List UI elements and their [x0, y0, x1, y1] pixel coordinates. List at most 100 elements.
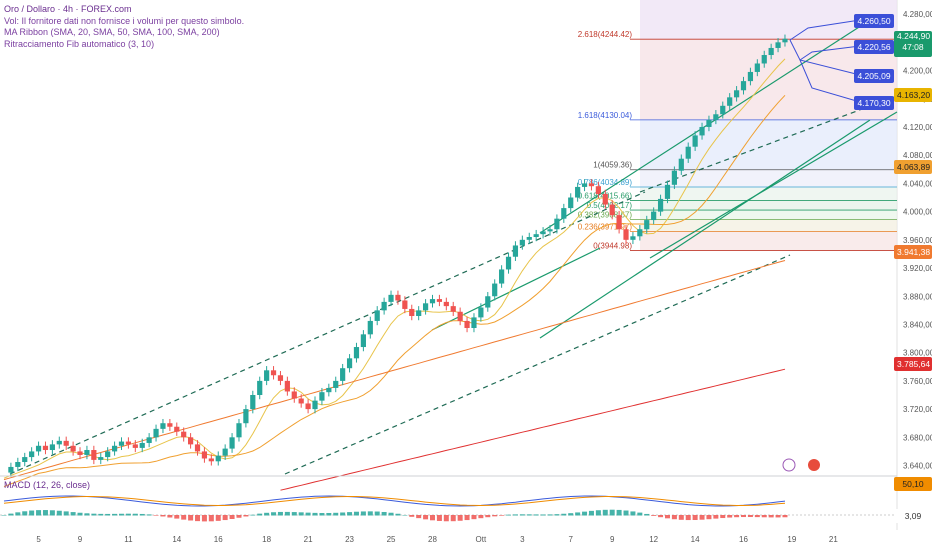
- macd-hist-bar: [671, 515, 677, 520]
- candle-body: [174, 426, 180, 432]
- candle-body: [63, 440, 69, 446]
- y-tick-label: 3.880,00: [903, 292, 932, 301]
- candle-body: [270, 370, 277, 376]
- macd-hist-bar: [125, 513, 131, 516]
- x-tick-label: 12: [649, 535, 658, 544]
- candle-body: [499, 269, 505, 284]
- macd-hist-bar: [8, 513, 14, 516]
- macd-hist-bar: [195, 515, 201, 522]
- macd-hist-bar: [464, 515, 470, 521]
- macd-hist-bar: [761, 515, 767, 518]
- target4-price-label: 4.170,30: [854, 96, 894, 110]
- candle-body: [651, 211, 657, 221]
- y-tick-label: 3.680,00: [903, 433, 932, 442]
- candle-body: [429, 299, 436, 304]
- fib-label: 1.618(4130.04): [578, 111, 633, 120]
- macd-hist-bar: [42, 510, 48, 516]
- candle-body: [388, 294, 394, 302]
- macd-hist-bar: [775, 515, 781, 518]
- candle-body: [519, 239, 525, 246]
- macd-hist-bar: [208, 515, 214, 522]
- fib-zone: [640, 210, 897, 220]
- candle-body: [740, 81, 747, 91]
- fib-legend[interactable]: Ritracciamento Fib automatico (3, 10): [4, 38, 155, 49]
- candle-body: [464, 320, 470, 328]
- macd-hist-bar: [98, 513, 104, 516]
- candle-body: [229, 437, 235, 449]
- candle-body: [340, 368, 346, 381]
- candle-body: [692, 135, 698, 147]
- macd-hist-bar: [685, 515, 691, 521]
- macd-hist-bar: [333, 512, 339, 516]
- macd-hist-bar: [485, 515, 491, 518]
- macd-line: [3, 495, 786, 507]
- candle-body: [436, 299, 443, 302]
- volume-note: Vol: Il fornitore dati non fornisce i vo…: [4, 15, 245, 26]
- macd-hist-bar: [91, 513, 97, 516]
- macd-hist-bar: [381, 511, 387, 516]
- ma50-price-label: 4.063,89: [894, 160, 932, 174]
- macd-hist-bar: [443, 515, 449, 522]
- candle-body: [678, 158, 684, 171]
- x-tick-label: 16: [739, 535, 748, 544]
- candle-body: [215, 455, 221, 462]
- candle-body: [84, 450, 90, 455]
- fib-label: 0.236(3971.97): [578, 222, 633, 231]
- macd-legend[interactable]: MACD (12, 26, close): [4, 480, 91, 490]
- macd-hist-bar: [367, 511, 373, 516]
- candle-body: [167, 423, 173, 427]
- candle-body: [56, 440, 62, 445]
- macd-hist-bar: [706, 515, 712, 520]
- macd-hist-bar: [582, 511, 588, 516]
- macd-hist-bar: [174, 515, 180, 519]
- macd-hist-bar: [84, 513, 90, 516]
- candle-body: [298, 398, 304, 404]
- candle-body: [70, 445, 76, 452]
- candle-body: [671, 170, 677, 185]
- macd-hist-bar: [146, 514, 152, 516]
- candle-body: [243, 409, 249, 424]
- candle-body: [139, 442, 145, 448]
- macd-hist-bar: [105, 513, 111, 516]
- fib-label: 2.618(4244.42): [578, 30, 633, 39]
- y-tick-label: 4.280,00: [903, 10, 932, 19]
- candle-body: [416, 310, 422, 316]
- fib-zone: [640, 219, 897, 232]
- candle-body: [319, 392, 325, 401]
- macd-hist-bar: [547, 514, 553, 516]
- candle-body: [485, 296, 491, 308]
- macd-hist-bar: [229, 515, 235, 519]
- macd-hist-bar: [271, 512, 277, 516]
- candle-body: [630, 236, 636, 240]
- candle-body: [547, 229, 553, 232]
- channel-dashed-lower: [284, 254, 791, 475]
- ma-ribbon-legend[interactable]: MA Ribbon (SMA, 20, SMA, 50, SMA, 100, S…: [4, 27, 220, 37]
- candle-body: [727, 97, 733, 106]
- macd-hist-bar: [499, 515, 505, 516]
- macd-hist-bar: [139, 513, 145, 516]
- projection-arrow: [799, 59, 861, 103]
- symbol-title[interactable]: Oro / Dollaro · 4h · FOREX.com: [4, 4, 132, 14]
- candle-body: [49, 444, 55, 451]
- macd-hist-bar: [512, 514, 518, 516]
- candle-body: [443, 301, 449, 307]
- candle-body: [29, 451, 35, 458]
- macd-hist-bar: [36, 510, 42, 516]
- candle-body: [188, 437, 194, 445]
- macd-hist-bar: [450, 515, 456, 522]
- macd-hist-bar: [506, 514, 512, 516]
- candle-body: [775, 42, 781, 48]
- macd-value-label: 50,10: [894, 477, 932, 491]
- macd-hist-bar: [457, 515, 463, 521]
- macd-hist-bar: [374, 511, 380, 516]
- x-tick-label: 19: [787, 535, 796, 544]
- candle-body: [616, 215, 622, 230]
- macd-hist-bar: [353, 511, 359, 516]
- macd-hist-bar: [167, 515, 173, 518]
- y-tick-label: 4.200,00: [903, 67, 932, 76]
- ma100-price-label: 3.941,38: [894, 245, 932, 259]
- macd-hist-bar: [727, 515, 733, 518]
- macd-hist-bar: [222, 515, 228, 521]
